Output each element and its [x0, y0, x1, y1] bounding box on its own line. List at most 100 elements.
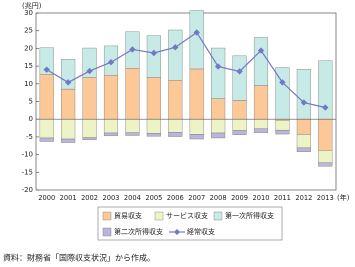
x-tick-label: 2005 — [145, 194, 162, 202]
y-tick-label: -20 — [22, 186, 33, 194]
legend-label: 第一次所得収支 — [225, 211, 274, 220]
bar-segment — [61, 59, 76, 90]
line-marker — [193, 29, 200, 36]
bar-segment — [189, 68, 204, 120]
line-marker — [150, 49, 158, 57]
line-marker — [236, 68, 243, 75]
legend-label: 経常収支 — [187, 227, 215, 236]
bar-segment — [146, 133, 161, 137]
y-axis-label: (兆円) — [22, 1, 42, 10]
legend-swatch — [213, 211, 223, 221]
x-tick-label: 2001 — [60, 194, 77, 202]
bar-segment — [61, 118, 76, 140]
bar-segment — [146, 118, 161, 134]
line-marker — [129, 46, 136, 53]
bar-segment — [189, 134, 204, 140]
x-tick-label: 2003 — [103, 194, 120, 202]
line-marker — [214, 63, 222, 70]
x-tick-label: 2009 — [231, 194, 248, 202]
bar-segment — [275, 129, 290, 135]
bar-segment — [61, 88, 76, 120]
x-tick-label: 2000 — [38, 194, 55, 202]
bar-segment — [189, 10, 204, 70]
x-tick-label: 2006 — [167, 194, 185, 202]
y-tick-label: -10 — [22, 151, 33, 159]
bar-segment — [39, 118, 54, 139]
bar-segment — [39, 47, 54, 75]
bar-segment — [211, 132, 226, 139]
y-tick-label: 25 — [24, 27, 33, 35]
y-tick-label: -5 — [26, 133, 33, 141]
legend-label: 第二次所得収支 — [114, 227, 163, 236]
bar-segment — [168, 29, 183, 81]
line-marker — [107, 59, 115, 66]
y-tick-label: 5 — [29, 98, 33, 106]
bar-segment — [232, 100, 247, 120]
bar-segment — [39, 74, 54, 120]
x-tick-label: 2002 — [81, 194, 98, 202]
bar-segment — [232, 118, 247, 131]
bar-segment — [253, 85, 269, 120]
bar-segment — [146, 35, 161, 78]
bar-segment — [82, 137, 97, 140]
y-tick-label: 20 — [24, 44, 33, 52]
bar-segment — [146, 77, 161, 120]
line-marker — [279, 79, 286, 86]
bar-segment — [232, 130, 247, 135]
x-tick-label: 2013 — [317, 194, 334, 202]
bar-segment — [253, 37, 269, 86]
legend-swatch — [102, 227, 112, 237]
y-tick-label: 0 — [29, 115, 33, 123]
bar-segment — [318, 118, 333, 151]
y-tick-label: 30 — [24, 9, 33, 17]
line-marker — [257, 47, 265, 54]
bar-segment — [211, 98, 226, 120]
bar-segment — [168, 118, 183, 133]
bar-segment — [82, 77, 97, 120]
line-marker — [43, 66, 50, 73]
bar-segment — [125, 118, 140, 133]
bar-segment — [168, 80, 183, 120]
x-tick-label: 2008 — [210, 194, 227, 202]
bar-segment — [61, 138, 76, 143]
bar-segment — [168, 132, 183, 137]
legend-label: 貿易収支 — [114, 211, 142, 220]
bar-segment — [253, 128, 269, 133]
legend-box — [97, 206, 283, 241]
bar-segment — [318, 150, 333, 163]
bar-segment — [103, 118, 119, 134]
bar-segment — [103, 75, 119, 120]
y-tick-label: 15 — [24, 62, 33, 70]
line-marker — [322, 104, 329, 111]
y-tick-label: 10 — [24, 80, 33, 88]
bar-segment — [39, 137, 54, 142]
bar-segment — [296, 118, 311, 135]
bar-segment — [82, 118, 97, 138]
x-tick-label: 2010 — [253, 194, 270, 202]
x-tick-label: 2011 — [274, 194, 291, 202]
y-tick-label: -15 — [22, 168, 33, 176]
x-tick-label: 2004 — [124, 194, 142, 202]
line-marker — [172, 44, 179, 51]
bar-segment — [232, 55, 247, 101]
bar-segment — [103, 132, 119, 137]
legend-marker — [174, 229, 180, 235]
x-tick-label: 2012 — [295, 194, 312, 202]
bar-segment — [125, 132, 140, 136]
line-marker — [64, 79, 72, 86]
x-axis-label: (年) — [337, 193, 350, 202]
bar-segment — [318, 162, 333, 167]
bar-segment — [296, 69, 311, 120]
bar-segment — [275, 120, 290, 131]
bar-segment — [296, 134, 311, 149]
legend-swatch — [102, 211, 112, 221]
bar-segment — [296, 147, 311, 152]
line-marker — [86, 67, 93, 75]
line-marker — [300, 99, 308, 106]
bar-segment — [211, 118, 226, 134]
x-tick-label: 2007 — [188, 194, 205, 202]
bar-segment — [253, 118, 269, 129]
legend-swatch — [154, 211, 164, 221]
source-note: 資料：財務省「国際収支状況」から作成。 — [3, 253, 155, 263]
